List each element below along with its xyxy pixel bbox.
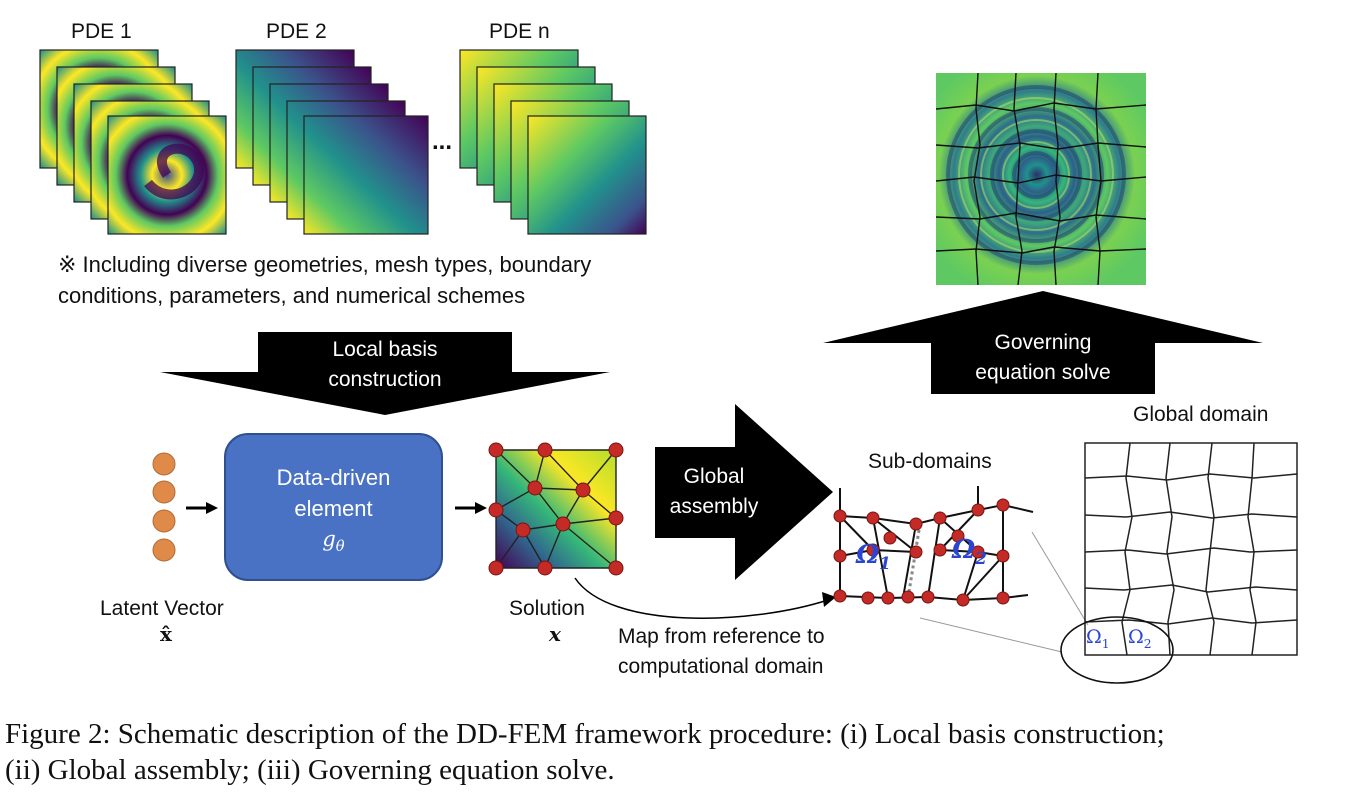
- stack-ellipsis: ...: [432, 128, 453, 155]
- local-basis-arrow: [160, 332, 610, 415]
- governing-solve-arrow: [823, 291, 1263, 394]
- local-basis-line-2: construction: [328, 368, 442, 391]
- latent-vector-nodes: [152, 452, 176, 562]
- pde-1-label: PDE 1: [71, 20, 132, 43]
- element-symbol: gθ: [322, 527, 345, 556]
- latent-node: [152, 452, 176, 476]
- latent-node: [152, 480, 176, 504]
- global-omega-2: Ω2: [1128, 626, 1152, 651]
- global-assembly-label: Global assembly: [655, 462, 773, 522]
- note-text: ※ Including diverse geometries, mesh typ…: [58, 249, 591, 311]
- local-basis-line-1: Local basis: [332, 338, 438, 361]
- element-line-2: element: [294, 496, 373, 521]
- pde-n-label: PDE n: [489, 20, 550, 43]
- subdomain-omega-2: Ω2: [952, 535, 987, 569]
- arrow-to-element: [186, 502, 218, 514]
- subdomain-omega-1: Ω1: [856, 540, 891, 574]
- note-line-2: conditions, parameters, and numerical sc…: [58, 283, 526, 308]
- solution-label: Solution: [509, 597, 585, 620]
- latent-node: [152, 509, 176, 533]
- global-domain-zoom-ellipse: [1060, 616, 1174, 684]
- global-omega-1: Ω1: [1086, 626, 1110, 651]
- map-label: Map from reference to computational doma…: [618, 622, 825, 682]
- data-driven-element-label: Data-driven element gθ: [224, 462, 443, 562]
- subdomains-mesh: [833, 486, 1034, 607]
- subdomains-label: Sub-domains: [868, 450, 992, 473]
- map-line-1: Map from reference to: [618, 625, 825, 648]
- caption-line-2: (ii) Global assembly; (iii) Governing eq…: [5, 754, 615, 786]
- governing-line-1: Governing: [994, 331, 1092, 354]
- data-driven-element-box: [224, 433, 443, 581]
- local-basis-label: Local basis construction: [258, 335, 512, 395]
- map-line-2: computational domain: [618, 655, 824, 678]
- governing-line-2: equation solve: [975, 361, 1111, 384]
- arrow-to-solution: [455, 502, 487, 514]
- pde-2-label: PDE 2: [266, 20, 327, 43]
- caption-line-1: Figure 2: Schematic description of the D…: [5, 718, 1165, 750]
- global-assembly-arrow: [655, 404, 833, 580]
- map-arrow: [574, 577, 836, 619]
- global-domain-mesh: [1084, 442, 1298, 656]
- latent-vector-label: Latent Vector: [100, 597, 224, 620]
- solution-mesh: [488, 442, 624, 576]
- pde-n-stack: [459, 49, 647, 235]
- pde-1-stack: [39, 49, 227, 235]
- element-line-1: Data-driven: [276, 465, 391, 490]
- pde-2-stack: [235, 49, 429, 235]
- global-assembly-line-2: assembly: [669, 495, 759, 518]
- solved-field-image: [936, 73, 1146, 285]
- global-assembly-line-1: Global: [683, 465, 745, 488]
- zoom-lines: [920, 531, 1089, 653]
- global-domain-label: Global domain: [1133, 403, 1269, 426]
- latent-vector-symbol: x̂: [160, 622, 172, 646]
- note-line-1: ※ Including diverse geometries, mesh typ…: [58, 252, 592, 277]
- figure-caption: Figure 2: Schematic description of the D…: [5, 716, 1357, 788]
- governing-solve-label: Governing equation solve: [932, 328, 1154, 388]
- latent-node: [152, 538, 176, 562]
- solution-symbol: x: [549, 622, 561, 646]
